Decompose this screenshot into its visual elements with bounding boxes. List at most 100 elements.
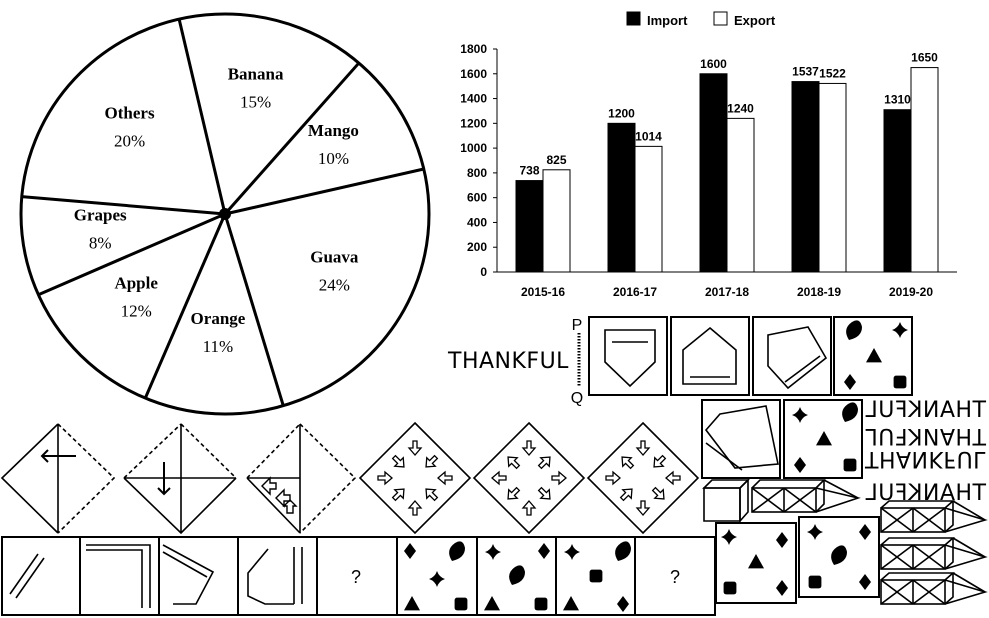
arrow-glyph — [425, 454, 439, 468]
star-symbol — [807, 524, 823, 540]
prism-tip-edge — [952, 572, 986, 593]
prism-side — [944, 538, 954, 570]
y-tick-label: 1600 — [460, 67, 487, 81]
star-symbol — [564, 544, 580, 560]
pie-divider-0 — [177, 18, 227, 215]
diamond-symbol — [538, 543, 550, 559]
arrow-diamond-outline — [586, 421, 700, 535]
square-symbol — [723, 581, 737, 595]
square-symbol — [454, 597, 468, 611]
arrow-glyph — [651, 486, 665, 500]
pie-slice-label: Apple — [114, 273, 158, 292]
prism-face-line — [880, 579, 914, 605]
square-symbol — [893, 375, 907, 389]
prism-face-line — [880, 507, 914, 533]
pie-slice-value: 20% — [114, 132, 145, 151]
pie-slice-value: 24% — [319, 275, 350, 294]
pie-divider-6 — [21, 195, 226, 216]
prism-tip — [944, 579, 988, 605]
bar-export — [634, 145, 663, 273]
bar-export — [726, 117, 755, 273]
arrow-glyph — [507, 456, 521, 470]
bar-data-label: 825 — [546, 153, 566, 167]
bar-data-label: 1014 — [635, 129, 662, 143]
prism-tip — [944, 507, 988, 533]
diamond-symbol — [776, 532, 788, 548]
bar-data-label: 1522 — [819, 66, 846, 80]
arrow-glyph — [391, 454, 405, 468]
star-symbol — [429, 571, 445, 587]
diamond-symbol — [617, 596, 629, 612]
arrow-glyph — [425, 488, 439, 502]
arrow-glyph — [537, 456, 551, 470]
arrow-glyph — [407, 500, 423, 516]
prism-face-line — [912, 507, 946, 533]
pie-divider-5 — [37, 212, 226, 297]
arrow-glyph — [635, 440, 651, 456]
leaf-symbol — [509, 565, 525, 585]
prism-face-line — [880, 544, 914, 570]
bar-export — [818, 82, 847, 273]
bar-data-label: 1650 — [911, 51, 938, 65]
prism-tip — [944, 544, 988, 570]
diamond-symbol — [776, 580, 788, 596]
prism-tip-edge — [952, 537, 986, 558]
diamond-symbol — [859, 574, 871, 590]
y-tick-label: 600 — [467, 191, 487, 205]
pie-slice-value: 10% — [318, 149, 349, 168]
thankful-mirror-option-4: THANKFUL — [865, 481, 986, 506]
y-tick-label: 400 — [467, 215, 487, 229]
arrow-glyph — [537, 486, 551, 500]
leaf-symbol — [615, 541, 631, 561]
prism-face-line — [912, 579, 946, 605]
bar-export — [910, 67, 939, 273]
bar-export — [542, 169, 571, 273]
bar-data-label: 1200 — [608, 106, 635, 120]
prism-side — [944, 501, 954, 533]
pie-slice-value: 11% — [203, 337, 234, 356]
triangle-symbol — [748, 554, 764, 569]
bar-chart: 0 200 400 600 800 1000 1200 1400 1600 1800 738 825 2… — [460, 11, 957, 299]
triangle-symbol — [404, 596, 420, 611]
x-tick-label: 2019-20 — [889, 285, 933, 299]
diamond-symbol — [404, 543, 416, 559]
pie-slice-label: Guava — [310, 247, 359, 266]
prism-top — [880, 537, 956, 546]
pie-slice-label: Banana — [228, 65, 284, 84]
triangle-symbol — [816, 431, 832, 446]
prism-top — [880, 572, 956, 581]
legend-swatch-import — [626, 11, 641, 26]
prism-side — [944, 573, 954, 605]
y-tick-label: 800 — [467, 166, 487, 180]
pie-divider-3 — [223, 213, 285, 407]
pie-slice-label: Grapes — [74, 205, 127, 224]
bar-data-label: 1537 — [792, 65, 819, 79]
bar-data-label: 1240 — [727, 101, 754, 115]
square-symbol — [534, 597, 548, 611]
symbol-series-boxes — [404, 320, 908, 612]
prism-face-line — [912, 544, 946, 570]
pie-slice-value: 12% — [121, 301, 152, 320]
thankful-mirror-option-2: THANKFUL — [865, 423, 986, 448]
arrow-glyph — [507, 486, 521, 500]
bar-import — [699, 73, 728, 273]
paper-fold-figures — [0, 423, 357, 535]
legend-label: Export — [734, 13, 776, 28]
legend-label: Import — [647, 13, 688, 28]
prism-top — [880, 500, 956, 509]
arrow-glyph — [391, 488, 405, 502]
x-tick-label: 2017-18 — [705, 285, 749, 299]
diamond-symbol — [844, 374, 856, 390]
arrow-diamond-figures — [358, 421, 700, 535]
mirror-label-q: Q — [571, 390, 583, 407]
mirror-label-p: P — [572, 317, 583, 334]
prism-tip-edge — [952, 500, 986, 521]
thankful-word: THANKFUL — [448, 349, 569, 374]
question-mark-1: ? — [351, 567, 361, 587]
arrow-glyph — [621, 456, 635, 470]
y-tick-label: 1000 — [460, 141, 487, 155]
fold-figure-1 — [0, 423, 116, 534]
x-tick-label: 2016-17 — [613, 285, 657, 299]
square-symbol — [843, 458, 857, 472]
mirror-question-boxes — [577, 316, 913, 604]
